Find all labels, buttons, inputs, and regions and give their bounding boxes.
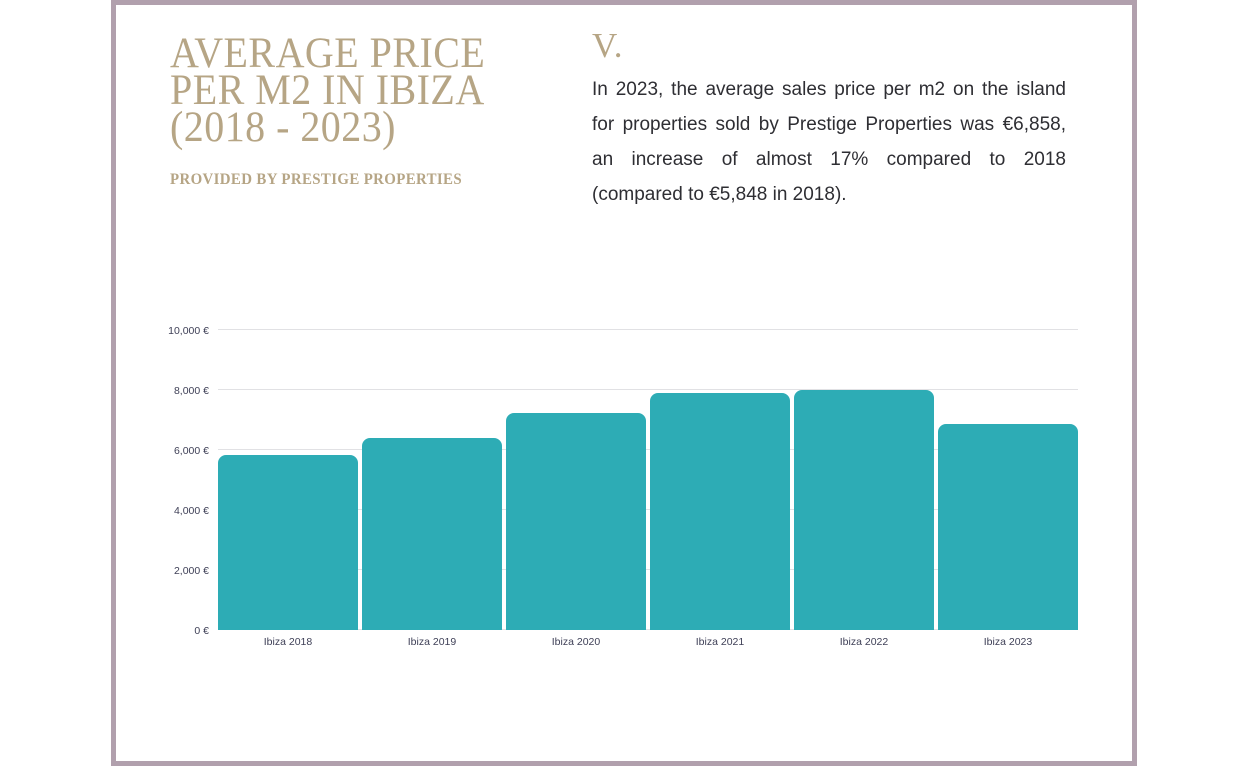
x-axis-label: Ibiza 2019 bbox=[407, 636, 457, 648]
plot-area: Ibiza 2018 Ibiza 2019 Ibiza 2020 Ibiza 2021… bbox=[168, 325, 1078, 648]
y-axis-tick-label: 6,000 € bbox=[173, 445, 209, 457]
gridline bbox=[218, 509, 1078, 510]
y-axis-tick-label: 0 € bbox=[194, 625, 209, 637]
x-axis-label: Ibiza 2018 bbox=[263, 636, 313, 648]
page-title-line-1: AVERAGE PRICE bbox=[170, 30, 486, 77]
gridline bbox=[218, 569, 1078, 570]
gridline bbox=[218, 629, 1078, 630]
bar-ibiza-2023 bbox=[938, 424, 1078, 630]
bar-ibiza-2022 bbox=[794, 390, 934, 630]
bar-ibiza-2018 bbox=[218, 454, 358, 630]
intro-paragraph: In 2023, the average sales price per m2 … bbox=[592, 79, 1066, 205]
gridline bbox=[218, 389, 1078, 390]
x-axis-labels: Ibiza 2018 Ibiza 2019 Ibiza 2020 Ibiza 2021… bbox=[218, 636, 1078, 648]
report-card: AVERAGE PRICE PER M2 IN IBIZA (2018 - 20… bbox=[111, 0, 1137, 766]
bars-container bbox=[218, 330, 1078, 630]
gridline bbox=[218, 329, 1078, 330]
intro-block: V. In 2023, the average sales price per … bbox=[592, 27, 1066, 212]
x-axis-label: Ibiza 2021 bbox=[695, 636, 745, 648]
y-axis-tick-label: 2,000 € bbox=[173, 565, 209, 577]
page-subtitle: PROVIDED BY PRESTIGE PROPERTIES bbox=[170, 171, 462, 188]
title-block: AVERAGE PRICE PER M2 IN IBIZA (2018 - 20… bbox=[170, 30, 486, 189]
section-marker: V. bbox=[592, 26, 624, 65]
gridline bbox=[218, 449, 1078, 450]
page-title-line-3: (2018 - 2023) bbox=[170, 104, 396, 151]
bar-ibiza-2019 bbox=[362, 438, 502, 630]
x-axis-label: Ibiza 2020 bbox=[551, 636, 601, 648]
y-axis-tick-label: 4,000 € bbox=[173, 505, 209, 517]
page-title: AVERAGE PRICE PER M2 IN IBIZA (2018 - 20… bbox=[170, 30, 486, 151]
x-axis-label: Ibiza 2023 bbox=[983, 636, 1033, 648]
y-axis-tick-label: 8,000 € bbox=[173, 385, 209, 397]
page-title-line-2: PER M2 IN IBIZA bbox=[170, 67, 485, 114]
bar-ibiza-2021 bbox=[650, 393, 790, 630]
bar-ibiza-2020 bbox=[506, 412, 646, 630]
x-axis-label: Ibiza 2022 bbox=[839, 636, 889, 648]
y-axis-tick-label: 10,000 € bbox=[168, 325, 209, 337]
